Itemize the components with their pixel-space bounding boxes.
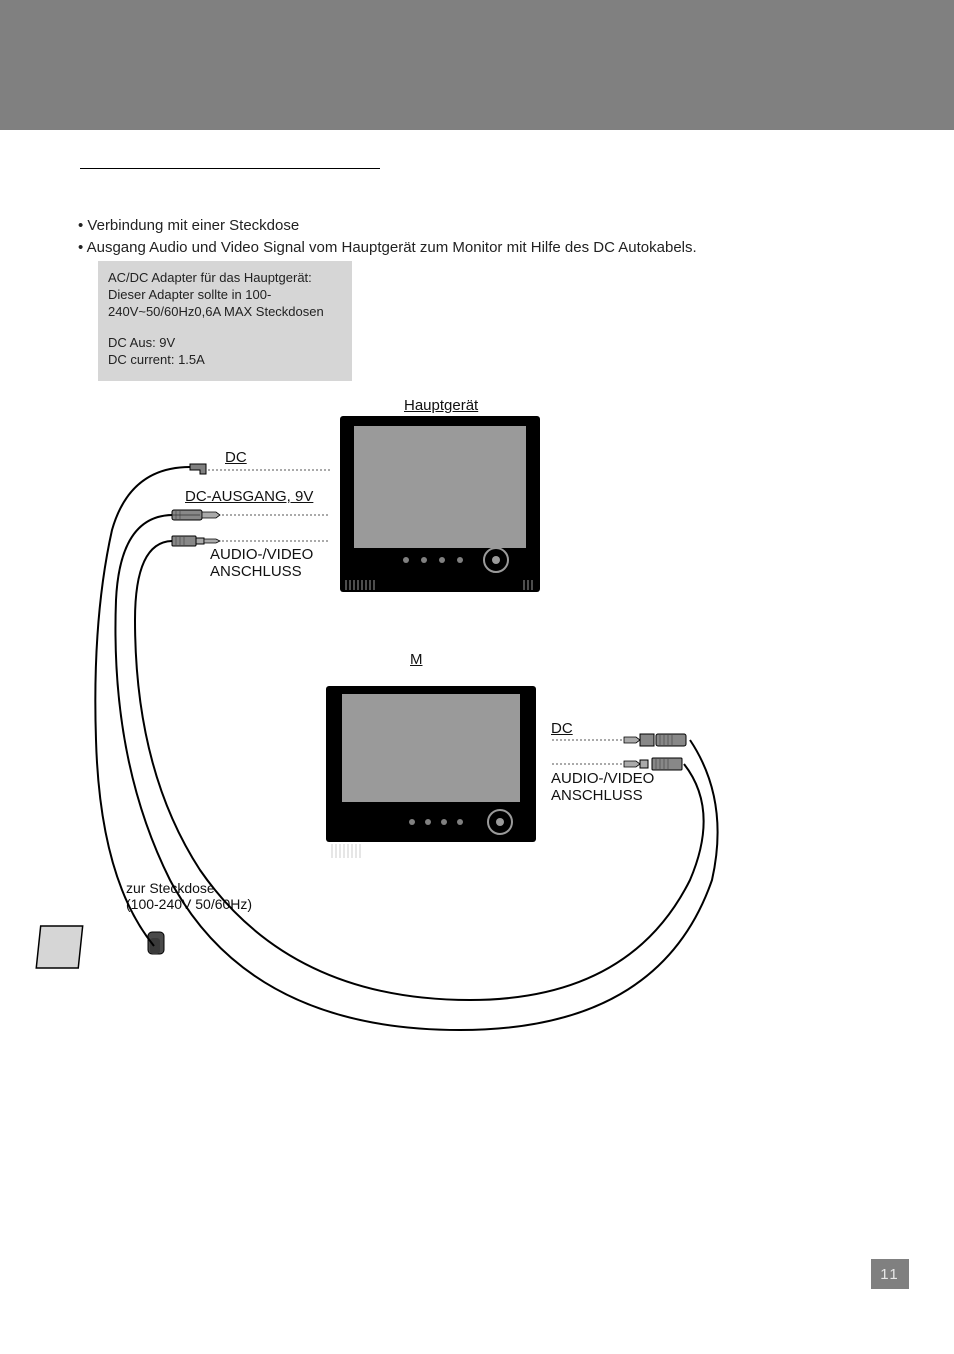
plugs-right bbox=[552, 734, 686, 770]
page-number-text: 11 bbox=[880, 1266, 900, 1283]
monitor-unit bbox=[326, 686, 536, 860]
plugs-left bbox=[172, 464, 330, 546]
connection-diagram bbox=[0, 0, 954, 1100]
page-number: 11 bbox=[871, 1259, 909, 1289]
main-unit bbox=[340, 416, 540, 592]
page: • Verbindung mit einer Steckdose • Ausga… bbox=[0, 0, 954, 1354]
